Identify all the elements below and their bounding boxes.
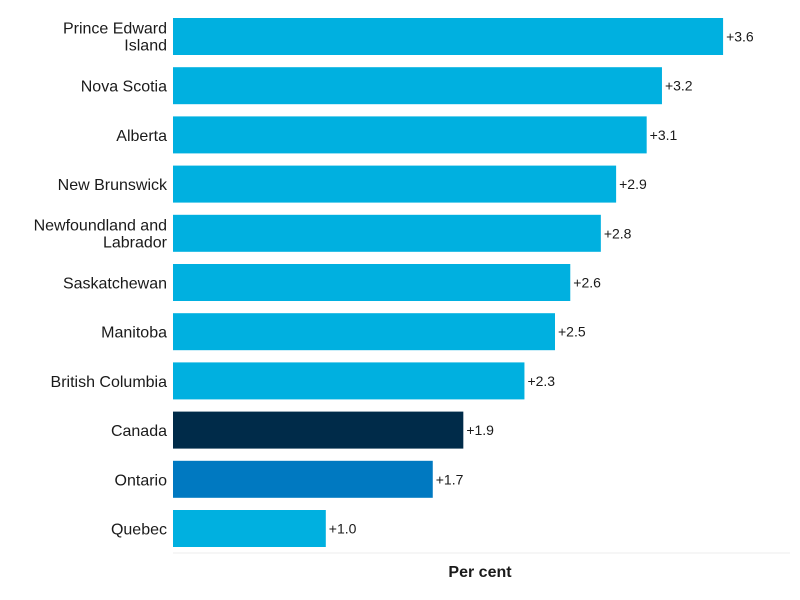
category-label-british-columbia: British Columbia bbox=[51, 374, 168, 391]
bar-manitoba bbox=[173, 313, 555, 351]
value-label-prince-edward-island: +3.6 bbox=[726, 29, 754, 45]
bar-quebec bbox=[173, 510, 326, 547]
value-label-quebec: +1.0 bbox=[329, 521, 357, 537]
bar-new-brunswick bbox=[173, 165, 617, 203]
category-label-canada: Canada bbox=[111, 423, 167, 440]
value-label-canada: +1.9 bbox=[466, 422, 494, 438]
category-label-saskatchewan: Saskatchewan bbox=[63, 276, 167, 293]
bar-newfoundland-and-labrador bbox=[173, 214, 601, 252]
bar-canada bbox=[173, 411, 464, 449]
bar-prince-edward-island bbox=[173, 18, 724, 55]
category-label-newfoundland-and-labrador: Newfoundland and Labrador bbox=[34, 217, 168, 251]
value-label-new-brunswick: +2.9 bbox=[619, 176, 647, 192]
category-labels-group: Prince Edward Island Nova Scotia Alberta New… bbox=[34, 21, 168, 539]
value-label-nova-scotia: +3.2 bbox=[665, 78, 693, 94]
bar-nova-scotia bbox=[173, 67, 662, 105]
category-label-manitoba: Manitoba bbox=[101, 325, 167, 342]
bar-ontario bbox=[173, 460, 433, 498]
bars-group bbox=[173, 18, 724, 547]
value-label-manitoba: +2.5 bbox=[558, 324, 586, 340]
bar-british-columbia bbox=[173, 362, 525, 400]
category-label-quebec: Quebec bbox=[111, 522, 167, 539]
value-label-alberta: +3.1 bbox=[650, 127, 678, 143]
value-label-ontario: +1.7 bbox=[436, 471, 464, 487]
category-label-new-brunswick: New Brunswick bbox=[58, 177, 168, 194]
value-label-newfoundland-and-labrador: +2.8 bbox=[604, 225, 632, 241]
category-label-prince-edward-island: Prince Edward Island bbox=[63, 21, 167, 55]
bar-alberta bbox=[173, 116, 647, 154]
value-label-british-columbia: +2.3 bbox=[527, 373, 555, 389]
category-label-ontario: Ontario bbox=[115, 472, 168, 489]
value-labels-group: +3.6 +3.2 +3.1 +2.9 +2.8 +2.6 +2.5 +2.3 +1.9 +1.7… bbox=[329, 29, 754, 537]
bar-saskatchewan bbox=[173, 264, 571, 301]
x-axis-title: Per cent bbox=[448, 564, 512, 581]
category-label-nova-scotia: Nova Scotia bbox=[81, 79, 167, 96]
value-label-saskatchewan: +2.6 bbox=[573, 275, 601, 291]
category-label-alberta: Alberta bbox=[116, 128, 167, 145]
